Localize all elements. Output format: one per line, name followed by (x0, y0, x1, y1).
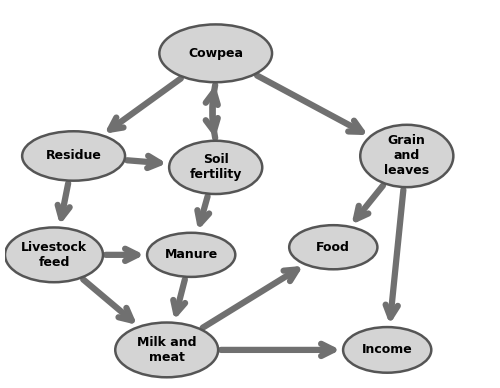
Text: Income: Income (362, 343, 412, 357)
Text: Manure: Manure (164, 248, 218, 262)
Ellipse shape (343, 327, 432, 373)
Text: Milk and
meat: Milk and meat (137, 336, 196, 364)
Text: Livestock
feed: Livestock feed (21, 241, 87, 269)
Text: Grain
and
leaves: Grain and leaves (384, 135, 430, 177)
Ellipse shape (289, 225, 378, 269)
Text: Cowpea: Cowpea (188, 47, 243, 60)
Text: Residue: Residue (46, 149, 102, 163)
Ellipse shape (5, 227, 103, 282)
Ellipse shape (360, 125, 454, 187)
Ellipse shape (160, 24, 272, 82)
Text: Food: Food (316, 241, 350, 254)
Ellipse shape (169, 141, 262, 194)
Text: Soil
fertility: Soil fertility (190, 153, 242, 181)
Ellipse shape (147, 233, 236, 277)
Ellipse shape (22, 131, 125, 181)
Ellipse shape (116, 322, 218, 377)
